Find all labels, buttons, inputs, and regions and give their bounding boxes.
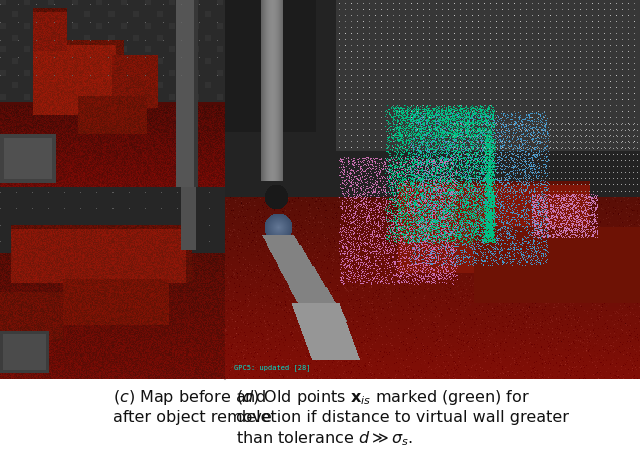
- Text: $(d)$ Old points $\mathbf{x}_{is}$ marked (green) for
deletion if distance to vi: $(d)$ Old points $\mathbf{x}_{is}$ marke…: [236, 388, 568, 448]
- Text: GPC5: updated [28]: GPC5: updated [28]: [234, 364, 310, 371]
- Text: $(c)$ Map before and
after object remove: $(c)$ Map before and after object remove: [113, 388, 271, 425]
